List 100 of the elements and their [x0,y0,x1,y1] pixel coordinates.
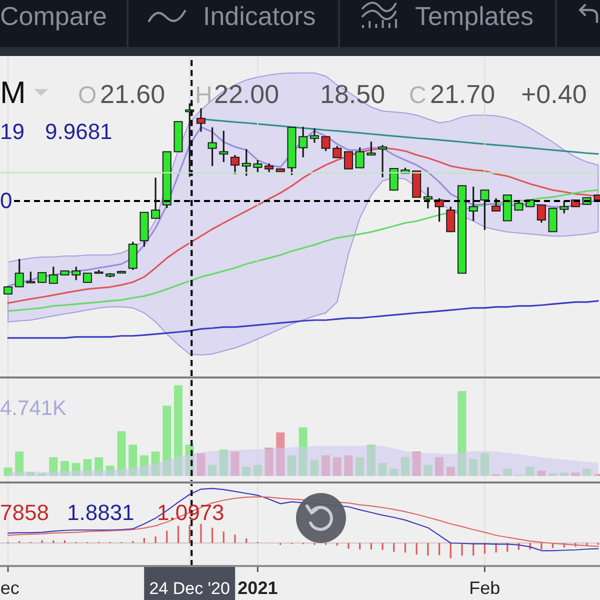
candlestick [480,189,490,231]
bar [151,452,160,476]
bar [356,457,364,476]
candlestick [378,144,388,178]
candlestick [321,136,330,152]
annotation: H [195,82,212,109]
candlestick [514,200,524,211]
bar [537,470,546,476]
annotation: 22.00 [214,79,280,109]
bar [424,464,432,476]
candlestick [560,200,569,214]
annotation: 7858 [0,500,49,525]
candlestick [38,271,47,284]
annotation: O [78,82,97,109]
candlestick [310,127,319,144]
bar [196,453,206,476]
bar [446,466,455,476]
bar [435,457,444,476]
bar [288,455,296,476]
candlestick [468,186,478,222]
x-tick-label: Feb [469,578,500,598]
bar [162,406,172,476]
candlestick [298,126,308,158]
annotation: 9.9681 [45,119,112,144]
bar [242,466,251,476]
annotation: 1.8831 [67,500,134,525]
candlestick [14,258,24,288]
candlestick [423,186,432,210]
candlestick [332,145,342,158]
candlestick [242,148,251,177]
bar [412,452,421,476]
bar [322,455,330,476]
bar [560,472,568,476]
candlestick [219,130,228,163]
candlestick [208,126,217,167]
candlestick [82,272,92,284]
annotation: +0.40 [521,79,587,109]
annotation: 21.70 [430,79,496,109]
bar [253,464,262,476]
candlestick [48,266,58,284]
bar [4,468,12,476]
bar [582,468,592,476]
text: Compare [0,1,107,31]
bar [128,444,138,476]
bar [38,473,46,476]
candlestick [253,159,262,174]
candlestick [548,208,558,232]
bar [49,457,58,476]
bar [174,385,182,476]
bar [230,452,240,476]
bar [15,452,24,476]
bar [526,466,534,476]
bar [469,459,478,476]
candlestick [446,206,456,232]
x-tick-label: 24 Dec '20 [149,579,230,598]
annotation: M [0,75,26,110]
bar [480,453,489,476]
bar [276,432,285,476]
bar [60,461,69,476]
bar [94,457,104,476]
candlestick [536,204,546,224]
annotation: 21.60 [100,79,166,109]
candlestick [26,270,36,284]
text: Templates [415,1,534,31]
bar [298,427,308,476]
candlestick [344,151,353,170]
bar [208,464,217,476]
bar [26,472,35,476]
bar [117,431,126,476]
bar [72,463,80,476]
text: Indicators [203,1,316,31]
candlestick [196,107,206,133]
x-tick-label: 2021 [238,578,278,598]
bar [366,444,376,476]
bar [390,468,398,476]
annotation: C [409,82,426,109]
bar [548,473,558,476]
bar [106,466,114,476]
bar [571,472,580,476]
annotation: 0 [0,188,12,213]
bar [344,455,353,476]
bar [503,468,512,476]
candlestick [72,266,81,281]
annotation: 4.741K [0,397,67,420]
annotation: 19 [0,119,24,144]
bar [264,448,274,476]
bar [83,459,92,476]
candlestick [492,197,501,212]
x-tick-label: ec [0,578,20,598]
bar [378,463,387,476]
candlestick [230,154,240,175]
candlestick [366,140,376,156]
bar [332,457,342,476]
bar [458,391,466,476]
candlestick [151,176,160,220]
candlestick [355,146,364,169]
bar [140,455,148,476]
bar [401,457,410,476]
annotation: 18.50 [320,79,386,109]
bar [310,460,319,476]
